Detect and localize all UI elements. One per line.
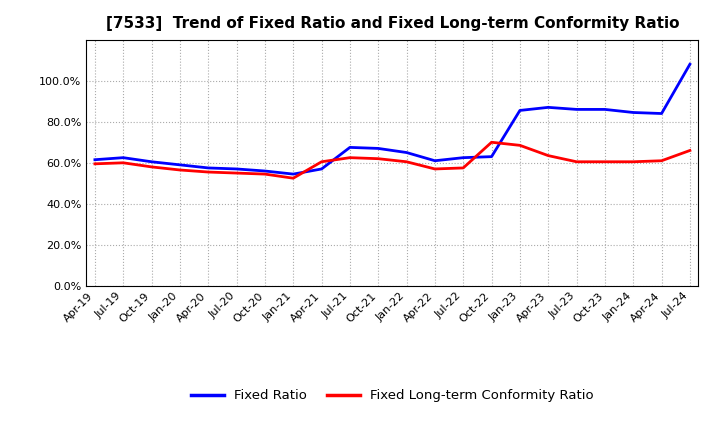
Fixed Long-term Conformity Ratio [572, 159, 581, 165]
Fixed Long-term Conformity Ratio [459, 165, 467, 171]
Fixed Ratio [600, 107, 609, 112]
Fixed Long-term Conformity Ratio [91, 161, 99, 166]
Line: Fixed Ratio: Fixed Ratio [95, 64, 690, 174]
Title: [7533]  Trend of Fixed Ratio and Fixed Long-term Conformity Ratio: [7533] Trend of Fixed Ratio and Fixed Lo… [106, 16, 679, 32]
Fixed Ratio [516, 108, 524, 113]
Fixed Long-term Conformity Ratio [374, 156, 382, 161]
Fixed Ratio [176, 162, 184, 168]
Fixed Long-term Conformity Ratio [629, 159, 637, 165]
Fixed Ratio [346, 145, 354, 150]
Fixed Long-term Conformity Ratio [119, 160, 127, 165]
Fixed Long-term Conformity Ratio [176, 167, 184, 172]
Fixed Long-term Conformity Ratio [148, 164, 156, 169]
Fixed Long-term Conformity Ratio [233, 170, 241, 176]
Fixed Ratio [318, 166, 326, 172]
Fixed Ratio [487, 154, 496, 159]
Fixed Ratio [459, 155, 467, 160]
Fixed Ratio [261, 169, 269, 174]
Fixed Ratio [148, 159, 156, 165]
Fixed Long-term Conformity Ratio [402, 159, 411, 165]
Fixed Ratio [657, 111, 666, 116]
Fixed Ratio [289, 172, 297, 177]
Fixed Long-term Conformity Ratio [289, 176, 297, 181]
Fixed Long-term Conformity Ratio [685, 148, 694, 153]
Legend: Fixed Ratio, Fixed Long-term Conformity Ratio: Fixed Ratio, Fixed Long-term Conformity … [186, 384, 599, 407]
Fixed Ratio [119, 155, 127, 160]
Fixed Long-term Conformity Ratio [600, 159, 609, 165]
Fixed Ratio [431, 158, 439, 163]
Fixed Long-term Conformity Ratio [261, 172, 269, 177]
Fixed Ratio [91, 157, 99, 162]
Fixed Ratio [204, 165, 212, 171]
Fixed Ratio [402, 150, 411, 155]
Fixed Long-term Conformity Ratio [544, 153, 552, 158]
Fixed Ratio [572, 107, 581, 112]
Fixed Ratio [544, 105, 552, 110]
Fixed Ratio [685, 62, 694, 67]
Fixed Ratio [629, 110, 637, 115]
Fixed Long-term Conformity Ratio [204, 169, 212, 175]
Fixed Ratio [374, 146, 382, 151]
Fixed Long-term Conformity Ratio [318, 159, 326, 165]
Fixed Long-term Conformity Ratio [431, 166, 439, 172]
Fixed Long-term Conformity Ratio [487, 139, 496, 145]
Fixed Long-term Conformity Ratio [346, 155, 354, 160]
Fixed Long-term Conformity Ratio [516, 143, 524, 148]
Line: Fixed Long-term Conformity Ratio: Fixed Long-term Conformity Ratio [95, 142, 690, 178]
Fixed Long-term Conformity Ratio [657, 158, 666, 163]
Fixed Ratio [233, 166, 241, 172]
